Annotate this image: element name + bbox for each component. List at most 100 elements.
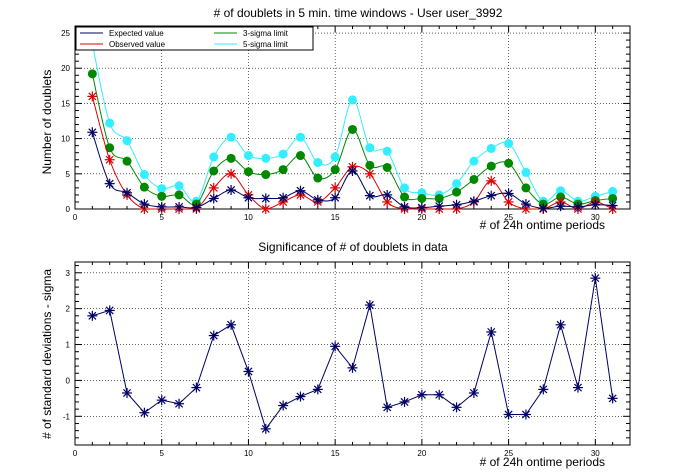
- data-point: [434, 389, 445, 400]
- data-point: [139, 182, 149, 192]
- data-point: [139, 170, 149, 180]
- data-point: [226, 184, 237, 195]
- data-point: [364, 168, 375, 179]
- data-point: [174, 201, 185, 212]
- data-point: [174, 190, 184, 200]
- chart-title: Significance of # of doublets in data: [258, 240, 448, 254]
- x-tick-label: 25: [504, 449, 513, 458]
- series-line: [91, 43, 613, 203]
- data-point: [157, 191, 167, 201]
- data-point: [243, 167, 253, 177]
- data-point: [87, 127, 98, 138]
- series-2: [87, 69, 618, 209]
- data-point: [243, 151, 253, 161]
- axis-ticks: 0 5 10 15 20 25 30 -1 0 1 2 3: [63, 262, 631, 458]
- data-point: [209, 152, 219, 162]
- data-point: [590, 199, 601, 210]
- data-point: [521, 167, 531, 177]
- data-point: [468, 196, 479, 207]
- data-point: [226, 132, 236, 142]
- data-point: [400, 192, 410, 202]
- data-point: [87, 310, 98, 321]
- data-point: [122, 156, 132, 166]
- y-axis-label: # of standard deviations - sigma: [40, 269, 54, 439]
- axis-ticks: 0 5 10 15 20 25 30 0 5 10 15 20 25: [61, 25, 631, 222]
- data-point: [105, 143, 115, 153]
- data-point: [87, 91, 98, 102]
- data-point: [486, 175, 497, 186]
- data-point: [87, 69, 97, 79]
- data-point: [313, 158, 323, 168]
- data-point: [209, 166, 219, 176]
- data-point: [469, 156, 479, 166]
- y-tick-label: 3: [66, 269, 71, 278]
- data-point: [191, 382, 202, 393]
- data-point: [104, 305, 115, 316]
- data-point: [503, 188, 514, 199]
- y-tick-label: 1: [66, 341, 71, 350]
- data-point: [122, 187, 133, 198]
- data-point: [295, 391, 306, 402]
- data-point: [156, 201, 167, 212]
- legend-box: [75, 26, 314, 51]
- data-point: [261, 170, 271, 180]
- data-point: [330, 192, 341, 203]
- data-point: [382, 189, 393, 200]
- data-point: [365, 160, 375, 170]
- data-point: [555, 319, 566, 330]
- data-point: [122, 136, 132, 146]
- data-point: [555, 201, 566, 212]
- data-point: [174, 398, 185, 409]
- data-point: [330, 165, 340, 175]
- y-tick-label: 2: [66, 305, 71, 314]
- data-point: [139, 199, 150, 210]
- data-point: [260, 204, 271, 214]
- data-point: [469, 174, 479, 184]
- y-tick-label: 0: [66, 205, 71, 214]
- data-point: [468, 387, 479, 398]
- x-tick-label: 20: [417, 449, 426, 458]
- data-point: [278, 192, 289, 203]
- data-point: [243, 192, 254, 203]
- y-tick-label: 10: [61, 135, 70, 144]
- data-point: [312, 194, 323, 205]
- data-point: [452, 179, 462, 189]
- data-point: [364, 190, 375, 201]
- y-tick-label: -1: [63, 412, 71, 421]
- y-tick-label: 20: [61, 64, 70, 73]
- data-point: [260, 423, 271, 434]
- data-point: [347, 165, 358, 176]
- legend-label-observed: Observed value: [109, 40, 166, 49]
- x-tick-label: 20: [417, 213, 426, 222]
- grid: [75, 26, 630, 209]
- plot-frame: [74, 261, 631, 446]
- x-tick-label: 25: [504, 213, 513, 222]
- x-tick-label: 0: [73, 213, 78, 222]
- data-point: [417, 193, 427, 203]
- data-point: [503, 196, 514, 207]
- series-line: [91, 96, 613, 210]
- y-axis-label: Number of doublets: [40, 70, 54, 175]
- series-line: [92, 278, 614, 430]
- data-point: [226, 168, 237, 179]
- x-tick-label: 10: [244, 449, 253, 458]
- x-tick-label: 5: [159, 213, 164, 222]
- data-point: [122, 387, 133, 398]
- data-point: [400, 183, 410, 193]
- data-point: [365, 143, 375, 153]
- data-point: [504, 139, 514, 149]
- data-point: [399, 396, 410, 407]
- data-point: [348, 95, 357, 105]
- data-point: [226, 319, 237, 330]
- data-point: [156, 395, 167, 406]
- data-point: [416, 389, 427, 400]
- data-point: [538, 203, 549, 214]
- data-point: [451, 199, 462, 210]
- x-tick-label: 30: [591, 213, 600, 222]
- data-point: [139, 407, 150, 418]
- data-point: [486, 326, 497, 337]
- data-point: [556, 186, 566, 196]
- x-tick-label: 5: [159, 449, 164, 458]
- data-point: [486, 143, 496, 153]
